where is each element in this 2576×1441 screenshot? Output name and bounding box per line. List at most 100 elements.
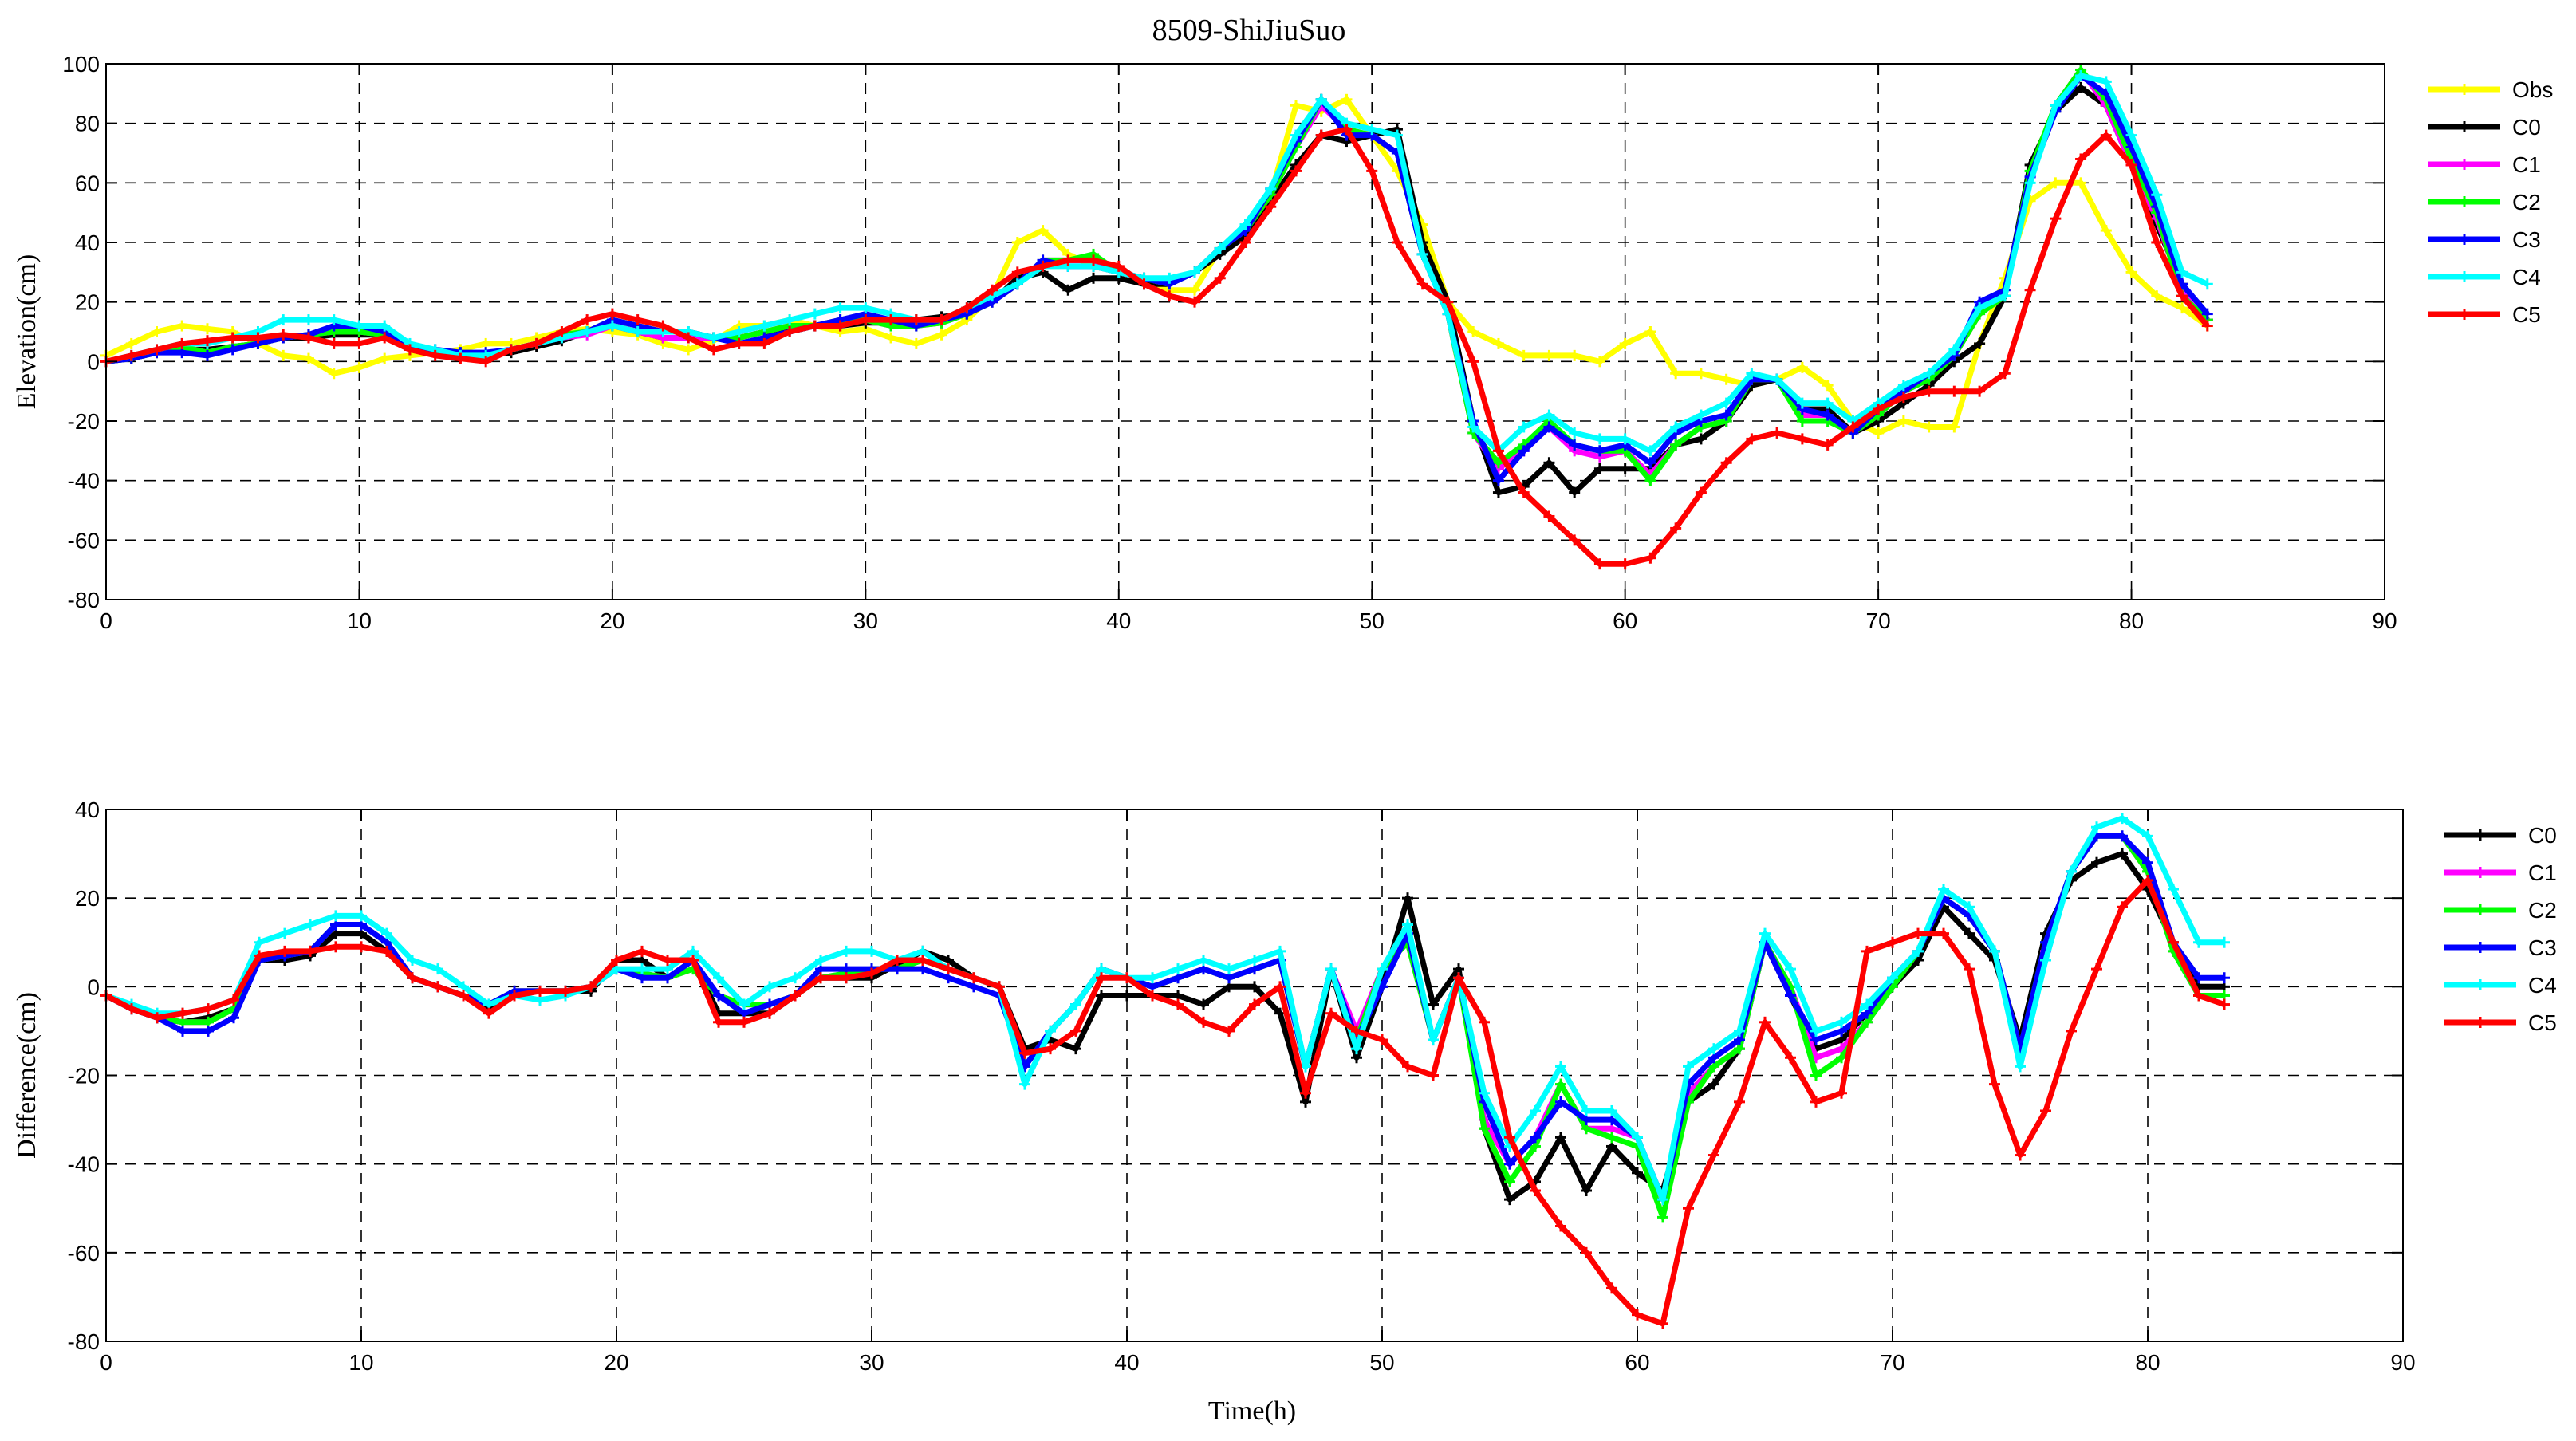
data-point (2075, 69, 2087, 81)
data-point (356, 941, 367, 953)
data-point (2100, 225, 2112, 237)
data-point (707, 332, 719, 344)
y-tick-label: -40 (68, 469, 100, 494)
x-tick-label: 50 (1369, 1350, 1394, 1375)
data-point (943, 963, 954, 975)
data-point (1873, 427, 1885, 439)
data-point (2015, 1061, 2026, 1073)
data-point (961, 302, 973, 314)
data-point (2066, 1025, 2077, 1037)
data-point (1822, 409, 1834, 421)
data-point (1873, 404, 1885, 415)
data-point (585, 981, 597, 993)
data-point (2142, 856, 2153, 868)
data-point (581, 314, 593, 326)
data-point (1377, 963, 1388, 975)
data-point (1492, 486, 1504, 498)
data-point (1555, 1220, 1566, 1232)
data-point (1214, 242, 1226, 254)
data-point (1785, 963, 1796, 975)
data-point (2066, 865, 2077, 877)
data-point (1822, 439, 1834, 451)
x-tick-label: 30 (859, 1350, 884, 1375)
data-point (2219, 998, 2230, 1010)
data-point (910, 337, 922, 349)
data-point (1644, 445, 1656, 457)
data-point (2050, 213, 2062, 225)
data-point (733, 337, 745, 349)
legend-label: C3 (2528, 935, 2557, 960)
data-point (305, 919, 316, 931)
data-point (1964, 901, 1975, 913)
data-point (1239, 219, 1251, 230)
data-point (1581, 1246, 1592, 1258)
data-point (1113, 260, 1125, 272)
data-point (739, 1016, 750, 1028)
data-point (968, 972, 979, 984)
data-point (1189, 296, 1201, 308)
data-point (1492, 474, 1504, 486)
data-point (1377, 1034, 1388, 1046)
data-point (1147, 972, 1158, 984)
data-point (1657, 1194, 1668, 1206)
data-point (606, 320, 618, 332)
data-point (176, 337, 188, 349)
data-point (994, 981, 1005, 993)
data-point (1785, 1052, 1796, 1064)
data-point (1593, 433, 1605, 445)
x-tick-label: 40 (1114, 1350, 1139, 1375)
data-point (455, 352, 467, 364)
data-point (1467, 326, 1479, 337)
data-point (809, 320, 821, 332)
data-point (2125, 159, 2137, 171)
data-point (379, 332, 391, 344)
legend-item-c4: C4 (2428, 265, 2541, 289)
data-point (713, 1016, 724, 1028)
data-point (1720, 457, 1732, 469)
figure-xlabel: Time(h) (1208, 1396, 1296, 1426)
data-point (1402, 919, 1413, 931)
data-point (1019, 1078, 1030, 1090)
data-point (1657, 1317, 1668, 1329)
data-point (1504, 1158, 1515, 1170)
data-point (1593, 356, 1605, 368)
legend-item-c0: C0 (2428, 115, 2541, 140)
data-point (1479, 1123, 1490, 1135)
data-point (1189, 284, 1201, 296)
data-point (356, 910, 367, 922)
data-point (739, 998, 750, 1010)
x-tick-label: 60 (1625, 1350, 1649, 1375)
data-point (2100, 76, 2112, 88)
data-point (1011, 237, 1023, 248)
data-point (328, 368, 340, 380)
data-point (302, 332, 314, 344)
data-point (1948, 385, 1960, 397)
data-point (1619, 433, 1631, 445)
data-point (1543, 349, 1555, 361)
data-point (226, 332, 238, 344)
data-point (935, 314, 947, 326)
x-tick-label: 80 (2135, 1350, 2160, 1375)
data-point (1402, 892, 1413, 904)
data-point (790, 972, 801, 984)
y-tick-label: -60 (68, 528, 100, 553)
data-point (353, 337, 365, 349)
data-point (581, 326, 593, 337)
data-point (177, 1007, 188, 1019)
data-point (1974, 385, 1986, 397)
data-point (2040, 1104, 2051, 1116)
data-point (1999, 290, 2011, 302)
x-tick-label: 90 (2372, 608, 2397, 633)
data-point (1964, 963, 1975, 975)
data-point (1416, 278, 1428, 290)
data-point (1037, 260, 1049, 272)
data-point (1619, 337, 1631, 349)
legend: C0 C1 C2 C3 C4 C5 (2440, 817, 2576, 1045)
data-point (1366, 165, 1378, 177)
data-point (1045, 1025, 1056, 1037)
data-point (228, 994, 239, 1006)
data-point (815, 972, 826, 984)
data-point (407, 972, 418, 984)
data-point (1861, 998, 1873, 1010)
